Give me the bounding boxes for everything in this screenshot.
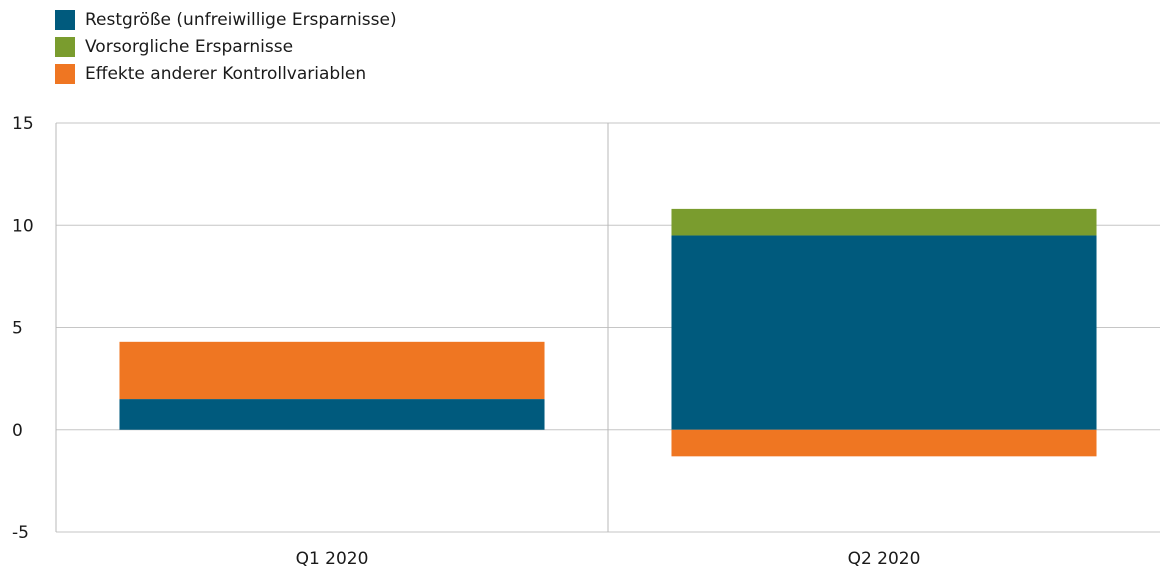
- legend-label-restgroesse: Restgröße (unfreiwillige Ersparnisse): [85, 9, 397, 30]
- bar-segment-1-3: [119, 341, 545, 400]
- y-tick-label--5: -5: [12, 523, 29, 543]
- bar-segment-2-3: [671, 429, 1097, 457]
- legend-item-restgroesse: Restgröße (unfreiwillige Ersparnisse): [55, 6, 397, 33]
- legend-item-vorsorgliche-ersparnisse: Vorsorgliche Ersparnisse: [55, 33, 397, 60]
- y-tick-label-5: 5: [12, 319, 23, 339]
- y-tick-label-10: 10: [12, 216, 34, 236]
- legend: Restgröße (unfreiwillige Ersparnisse) Vo…: [55, 6, 397, 87]
- bar-segment-2-1: [671, 235, 1097, 430]
- y-tick-label-0: 0: [12, 421, 23, 441]
- legend-swatch-kontrollvariablen: [55, 63, 75, 84]
- bar-segment-1-1: [119, 399, 545, 430]
- legend-swatch-restgroesse: [55, 9, 75, 30]
- y-tick-label-15: 15: [12, 114, 34, 134]
- legend-item-kontrollvariablen: Effekte anderer Kontrollvariablen: [55, 60, 397, 87]
- legend-label-kontrollvariablen: Effekte anderer Kontrollvariablen: [85, 63, 367, 84]
- bar-segment-2-2: [671, 208, 1097, 236]
- x-tick-label-1: Q1 2020: [296, 549, 369, 569]
- legend-label-vorsorgliche-ersparnisse: Vorsorgliche Ersparnisse: [85, 36, 294, 57]
- x-tick-label-2: Q2 2020: [848, 549, 921, 569]
- legend-swatch-vorsorgliche-ersparnisse: [55, 36, 75, 57]
